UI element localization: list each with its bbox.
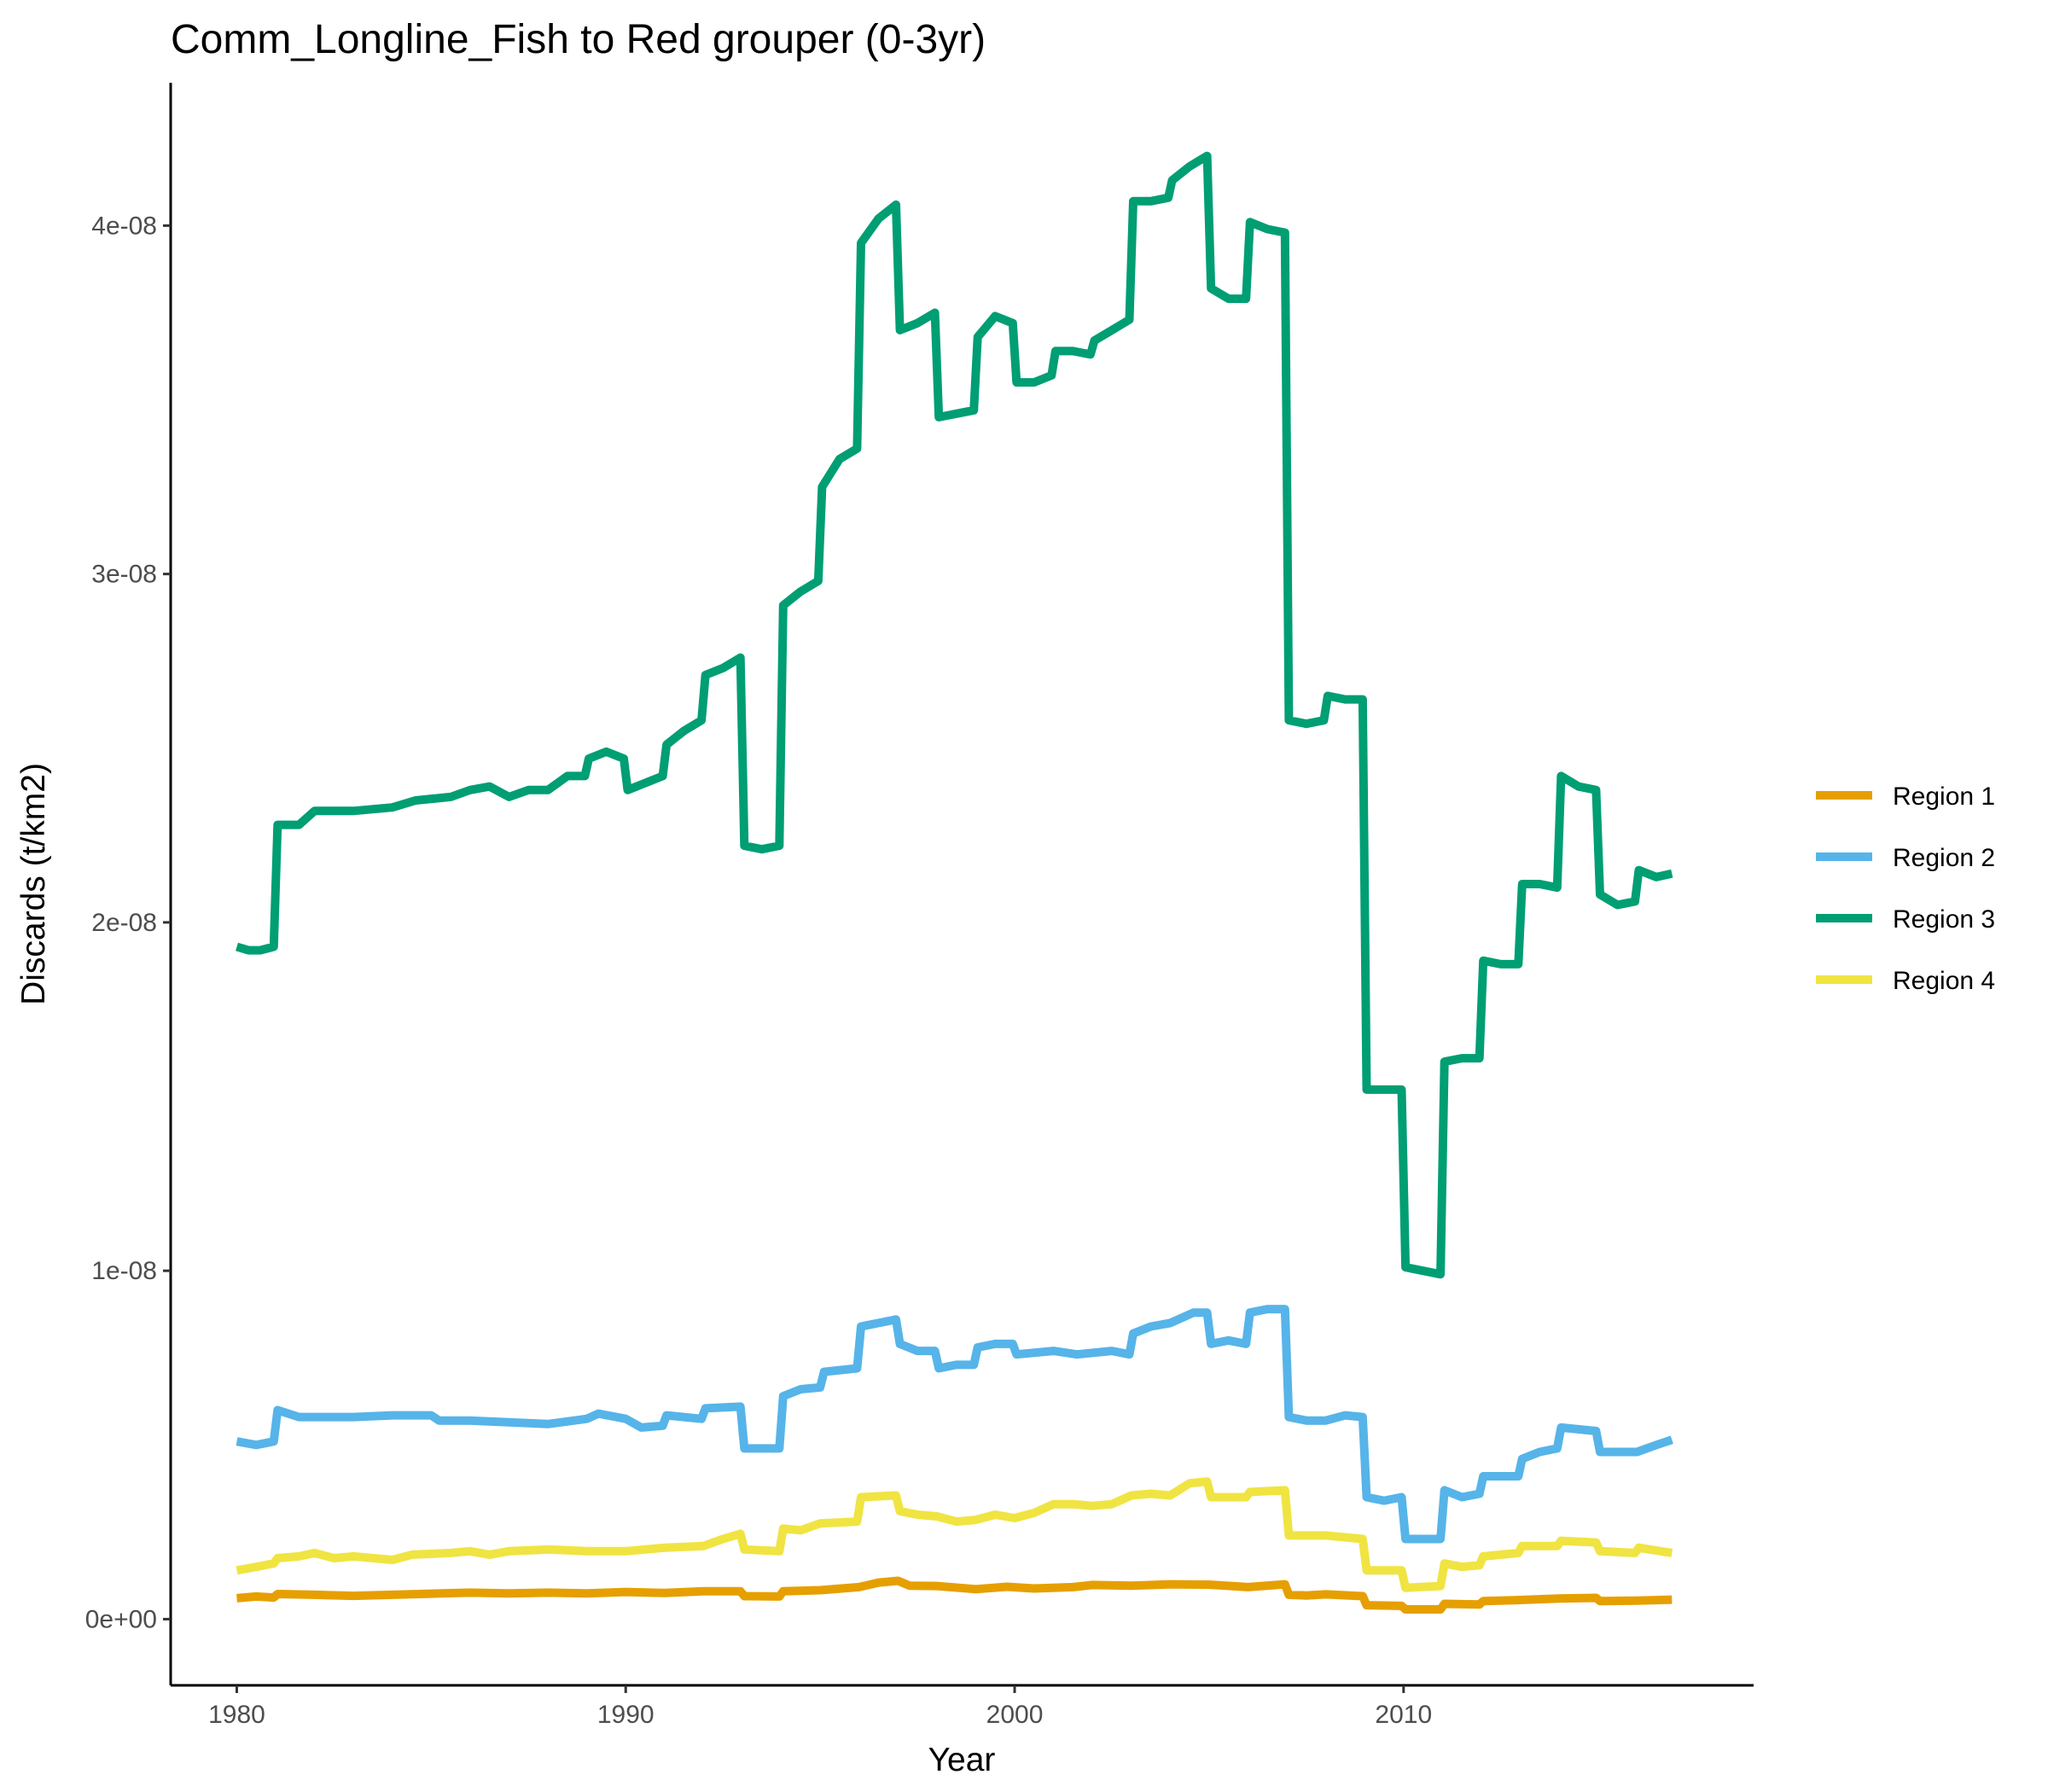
x-tick-label: 2010 [1375,1701,1432,1729]
series-line-region-3 [236,151,1673,1279]
legend-label-4: Region 4 [1893,967,1995,995]
x-axis-title: Year [928,1742,996,1778]
plot-lines [236,151,1673,1614]
series-line-region-4 [236,1477,1673,1592]
series-line-region-1 [236,1576,1673,1614]
x-tick-label: 1980 [208,1701,265,1729]
y-tick-label: 2e-08 [91,909,157,937]
y-tick-label: 4e-08 [91,212,157,240]
y-axis-ticks: 0e+00 1e-08 2e-08 3e-08 4e-08 [85,212,171,1633]
y-tick-label: 3e-08 [91,561,157,589]
y-tick-label: 0e+00 [85,1605,157,1633]
series-line-region-2 [236,1305,1673,1544]
y-axis-title: Discards (t/km2) [15,763,52,1005]
legend: Region 1 Region 2 Region 3 Region 4 [1816,783,1995,995]
legend-label-1: Region 1 [1893,783,1995,811]
legend-label-3: Region 3 [1893,905,1995,934]
x-axis-ticks: 1980 1990 2000 2010 [208,1685,1432,1729]
legend-label-2: Region 2 [1893,844,1995,872]
y-tick-label: 1e-08 [91,1257,157,1285]
x-tick-label: 1990 [597,1701,655,1729]
x-tick-label: 2000 [986,1701,1044,1729]
chart-title: Comm_Longline_Fish to Red grouper (0-3yr… [171,17,986,62]
